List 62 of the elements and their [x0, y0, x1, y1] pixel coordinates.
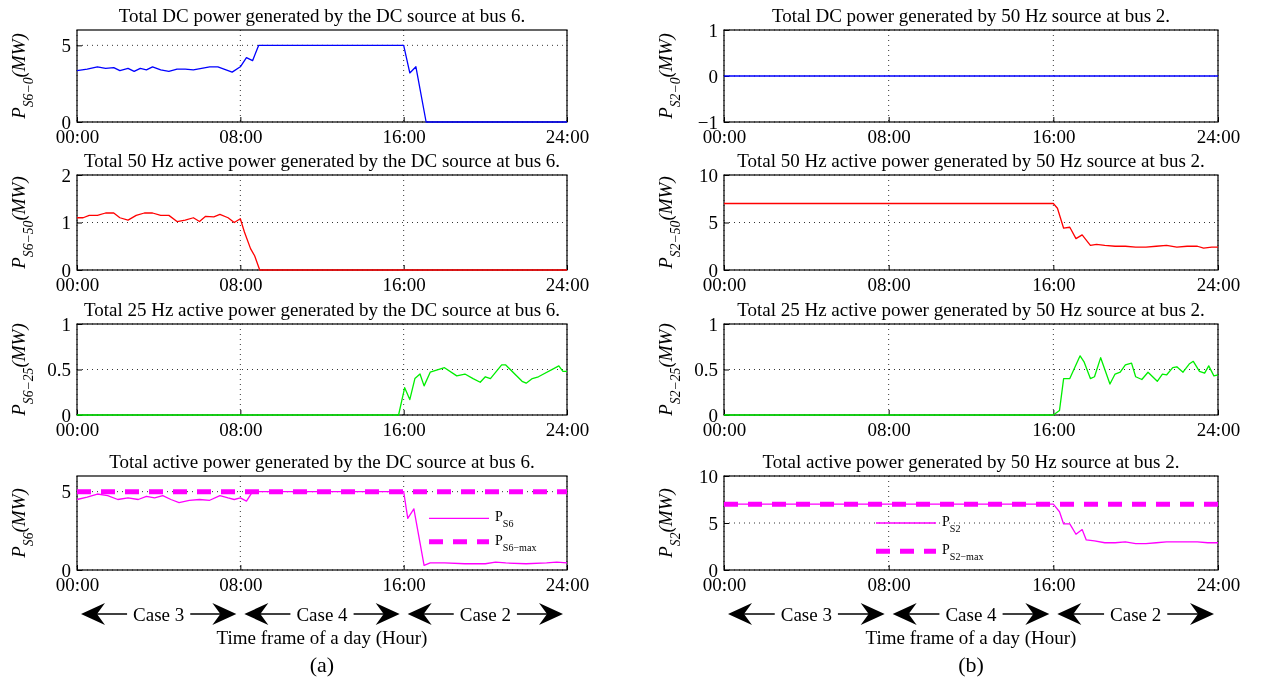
- x-tick-label: 16:00: [1032, 126, 1076, 148]
- text: Case 4: [945, 604, 998, 625]
- chart-title: Total active power generated by 50 Hz source at bus 2.: [762, 451, 1180, 472]
- y-tick-label: 5: [708, 512, 718, 534]
- y-tick-label: 1: [61, 313, 71, 335]
- x-tick-label: 24:00: [545, 126, 590, 148]
- x-tick-label: 08:00: [219, 419, 263, 441]
- x-tick-label: 16:00: [382, 274, 426, 296]
- chart-title: Total active power generated by the DC source at bus 6.: [109, 451, 535, 472]
- x-tick-label: 24:00: [545, 419, 590, 441]
- legend-label: P$_{S2−max}$: [942, 542, 984, 562]
- x-tick-label: 08:00: [867, 574, 911, 596]
- legend-label: P$_{S6}$: [495, 509, 514, 529]
- chart-title: Total 50 Hz active power generated by 50 Hz source at bus 2.: [737, 150, 1205, 171]
- y-tick-label: 5: [708, 212, 718, 234]
- x-tick-label: 08:00: [219, 574, 263, 596]
- y-tick-label: 1: [708, 19, 718, 41]
- x-tick-label: 24:00: [1196, 419, 1241, 441]
- line-series: [76, 491, 568, 566]
- x-tick-label: 08:00: [867, 274, 911, 296]
- x-tick-label: 08:00: [867, 126, 911, 148]
- x-tick-label: 24:00: [1196, 274, 1241, 296]
- x-tick-label: 08:00: [867, 419, 911, 441]
- x-tick-label: 24:00: [1196, 126, 1241, 148]
- chart-title: Total DC power generated by 50 Hz source at bus 2.: [771, 5, 1171, 26]
- legend-label: P$_{S6−max}$: [495, 532, 537, 553]
- text: Case 3: [133, 604, 185, 625]
- x-axis-title: Time frame of a day (Hour): [865, 627, 1077, 649]
- x-tick-label: 16:00: [382, 126, 426, 148]
- x-tick-label: 24:00: [545, 274, 590, 296]
- x-axis-title: Time frame of a day (Hour): [216, 627, 428, 649]
- y-tick-label: 0: [708, 65, 718, 87]
- chart-title: Total 50 Hz active power generated by the DC source at bus 6.: [83, 150, 561, 171]
- x-tick-label: 16:00: [1032, 574, 1076, 596]
- text: Case 4: [296, 604, 349, 625]
- text: (a): [309, 652, 335, 677]
- x-tick-label: 16:00: [382, 574, 426, 596]
- text: Case 3: [780, 604, 832, 625]
- chart-title: Total 25 Hz active power generated by the DC source at bus 6.: [83, 299, 561, 320]
- x-tick-label: 24:00: [1196, 574, 1241, 596]
- x-tick-label: 24:00: [545, 574, 590, 596]
- text: Case 2: [459, 604, 511, 625]
- x-tick-label: 16:00: [382, 419, 426, 441]
- chart-title: Total 25 Hz active power generated by 50 Hz source at bus 2.: [737, 299, 1205, 320]
- legend-label: P$_{S2}$: [942, 514, 961, 534]
- line-series: [723, 202, 1219, 249]
- y-tick-label: 1: [61, 212, 71, 234]
- y-tick-label: 10: [699, 164, 718, 186]
- x-tick-label: 08:00: [219, 126, 263, 148]
- y-tick-label: 2: [61, 164, 71, 186]
- x-tick-label: 16:00: [1032, 274, 1076, 296]
- y-tick-label: 5: [61, 34, 71, 56]
- text: (b): [958, 652, 984, 677]
- y-tick-label: 1: [708, 313, 718, 335]
- y-tick-label: 5: [61, 481, 71, 503]
- x-tick-label: 16:00: [1032, 419, 1076, 441]
- y-tick-label: 0.5: [47, 359, 71, 381]
- text: Case 2: [1110, 604, 1162, 625]
- x-tick-label: 08:00: [219, 274, 263, 296]
- y-tick-label: 10: [699, 465, 718, 487]
- y-tick-label: 0.5: [694, 359, 718, 381]
- chart-title: Total DC power generated by the DC source at bus 6.: [118, 5, 526, 26]
